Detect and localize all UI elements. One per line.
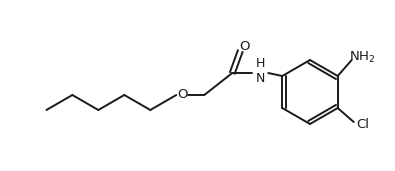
Text: Cl: Cl	[356, 119, 369, 131]
Text: O: O	[239, 40, 250, 52]
Text: H
N: H N	[256, 57, 265, 85]
Text: NH$_2$: NH$_2$	[348, 49, 375, 64]
Text: O: O	[177, 89, 188, 102]
